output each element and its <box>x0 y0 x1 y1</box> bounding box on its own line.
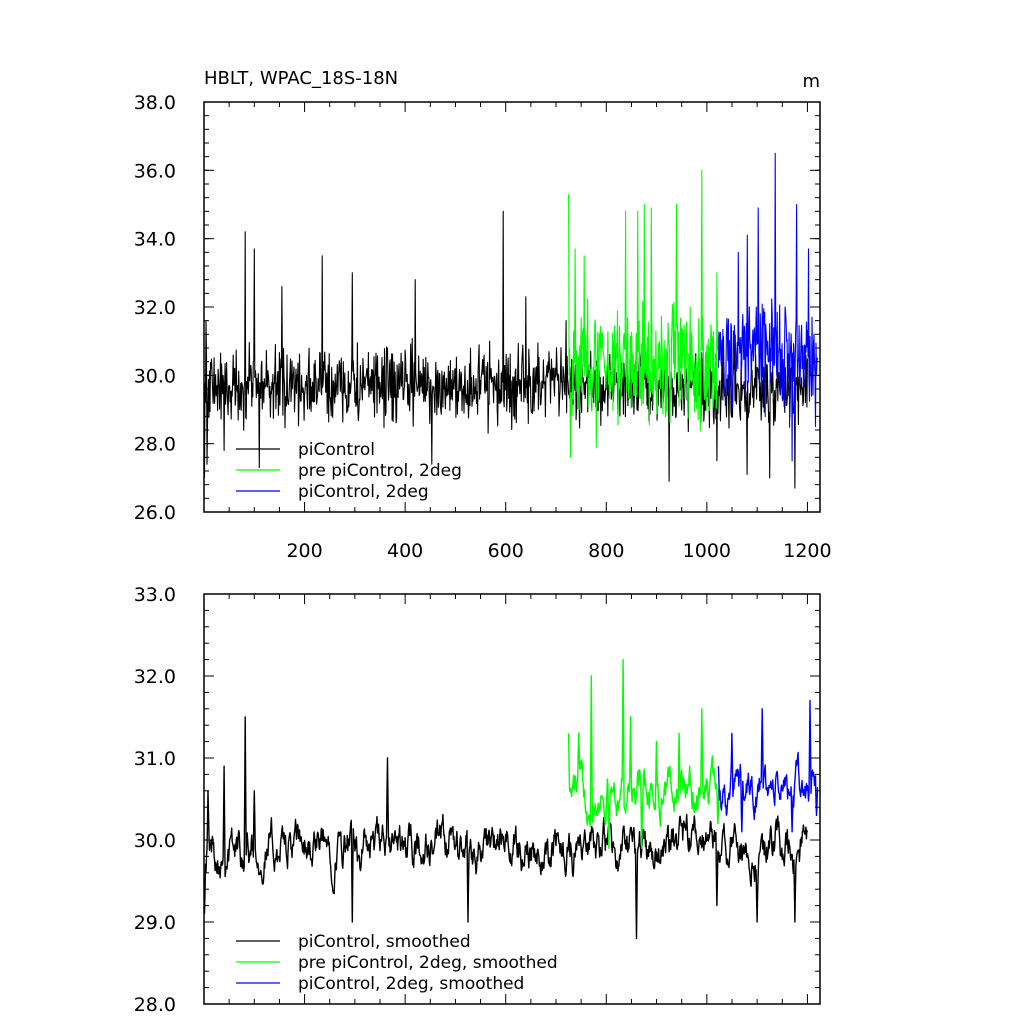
top-axis-ticks: 26.0 28.0 30.0 32.0 34.0 36.0 38.0 200 400 600 800… <box>134 92 832 562</box>
bottom-plot-frame <box>203 593 821 1005</box>
bottom-ytick-label: 33.0 <box>134 584 176 606</box>
top-ytick-label: 36.0 <box>134 160 176 182</box>
top-legend-label-picontrol-2deg: piControl, 2deg <box>298 482 429 502</box>
bottom-ytick-label: 32.0 <box>134 666 176 688</box>
top-xtick-label: 200 <box>286 540 322 562</box>
top-ytick-label: 38.0 <box>134 92 176 114</box>
bottom-legend-label-pre-picontrol: pre piControl, 2deg, smoothed <box>298 953 558 973</box>
bottom-series-group <box>203 658 819 940</box>
top-panel-title: HBLT, WPAC_18S-18N <box>204 68 398 89</box>
top-ytick-label: 34.0 <box>134 229 176 251</box>
top-panel-units: m <box>802 71 820 92</box>
top-legend-label-pre-picontrol: pre piControl, 2deg <box>298 461 462 481</box>
top-xtick-label: 1200 <box>783 540 831 562</box>
top-xtick-label: 600 <box>488 540 524 562</box>
top-series-line-1 <box>568 169 720 458</box>
bottom-legend-label-picontrol: piControl, smoothed <box>298 932 471 952</box>
top-ytick-label: 30.0 <box>134 365 176 387</box>
bottom-series-line-1 <box>567 658 721 849</box>
bottom-ytick-label: 30.0 <box>134 830 176 852</box>
top-xtick-label: 1000 <box>683 540 731 562</box>
top-ytick-label: 28.0 <box>134 434 176 456</box>
bottom-series-line-2 <box>717 699 819 833</box>
bottom-series-line-0 <box>203 716 809 940</box>
bottom-ytick-label: 29.0 <box>134 912 176 934</box>
bottom-panel: 28.0 29.0 30.0 31.0 32.0 33.0 piControl, smoo… <box>134 584 821 1016</box>
top-legend-label-picontrol: piControl <box>298 440 375 460</box>
top-xtick-label: 400 <box>387 540 423 562</box>
top-xtick-label: 800 <box>588 540 624 562</box>
top-plot-frame <box>203 101 821 513</box>
top-ytick-label: 32.0 <box>134 297 176 319</box>
bottom-legend-label-picontrol-2deg: piControl, 2deg, smoothed <box>298 974 524 994</box>
top-panel: HBLT, WPAC_18S-18N m 26.0 28.0 30.0 32.0 34.… <box>134 68 832 562</box>
bottom-ytick-label: 31.0 <box>134 748 176 770</box>
bottom-ytick-label: 28.0 <box>134 994 176 1016</box>
bottom-axis-ticks: 28.0 29.0 30.0 31.0 32.0 33.0 <box>134 584 820 1016</box>
top-legend: piControl pre piControl, 2deg piControl,… <box>236 440 462 502</box>
top-ytick-label: 26.0 <box>134 502 176 524</box>
top-series-group <box>203 152 819 489</box>
top-series-line-2 <box>717 152 819 462</box>
bottom-legend: piControl, smoothed pre piControl, 2deg,… <box>236 932 558 994</box>
